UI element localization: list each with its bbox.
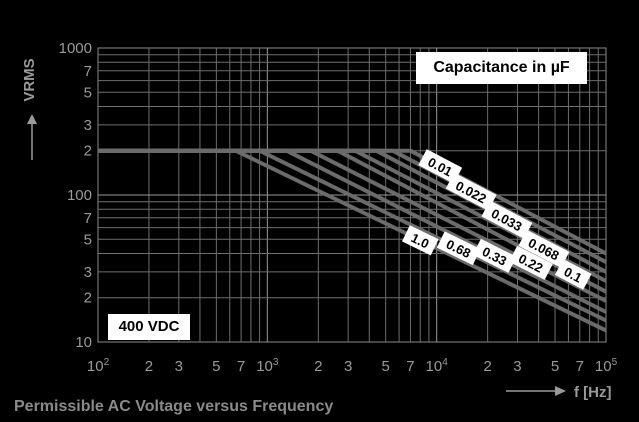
y-tick-label: 7 [84, 63, 92, 80]
x-tick-exponent: 5 [612, 357, 618, 368]
y-tick-label: 10 [75, 334, 92, 351]
y-tick-label: 3 [84, 264, 92, 281]
x-tick-exponent: 2 [104, 357, 110, 368]
y-tick-label: 2 [84, 143, 92, 160]
y-tick-label: 7 [84, 210, 92, 227]
series-label-background [554, 258, 592, 290]
y-tick-label: 1000 [59, 40, 92, 57]
series-label-background [481, 200, 533, 239]
series-label-background [518, 229, 570, 268]
y-tick-label: 5 [84, 231, 92, 248]
x-tick-label: 3 [513, 358, 521, 375]
x-tick-label: 7 [406, 358, 414, 375]
y-axis-arrow-head [27, 114, 37, 124]
series-label-background [445, 172, 497, 211]
x-tick-label: 3 [344, 358, 352, 375]
series-label-text: 1.0 [409, 230, 432, 251]
x-tick-label: 3 [175, 358, 183, 375]
x-tick-label: 2 [483, 358, 491, 375]
series-label-background [472, 238, 517, 273]
series-label-background [508, 245, 553, 280]
series-label-1_0: 1.0 [401, 225, 439, 256]
x-axis-label: f [Hz] [574, 384, 612, 401]
series-label-background [418, 149, 463, 184]
series-line-1_0 [98, 148, 607, 333]
series-label-text: 0.1 [561, 264, 584, 286]
x-tick-label: 104 [426, 357, 449, 375]
x-tick-label: 5 [382, 358, 390, 375]
x-tick-label: 103 [256, 357, 279, 375]
legend-title: Capacitance in µF [416, 52, 587, 84]
x-tick-label: 2 [145, 358, 153, 375]
chart-caption: Permissible AC Voltage versus Frequency [14, 398, 334, 415]
x-tick-label: 5 [551, 358, 559, 375]
voltage-rating-label: 400 VDC [108, 314, 190, 340]
y-tick-label: 5 [84, 84, 92, 101]
series-label-background [401, 225, 439, 256]
x-tick-label: 7 [237, 358, 245, 375]
x-tick-label: 105 [595, 357, 618, 375]
series-label-background [436, 231, 481, 266]
x-tick-label: 2 [314, 358, 322, 375]
x-tick-exponent: 4 [442, 357, 448, 368]
y-tick-label: 2 [84, 290, 92, 307]
x-axis-arrow-head [555, 386, 566, 396]
series-label-0_1: 0.1 [554, 258, 592, 290]
x-tick-exponent: 3 [273, 357, 279, 368]
x-tick-label: 102 [87, 357, 110, 375]
y-axis-label: VRMS [21, 58, 38, 101]
y-tick-label: 100 [67, 187, 92, 204]
y-tick-label: 3 [84, 117, 92, 134]
x-tick-label: 7 [576, 358, 584, 375]
x-tick-label: 5 [212, 358, 220, 375]
